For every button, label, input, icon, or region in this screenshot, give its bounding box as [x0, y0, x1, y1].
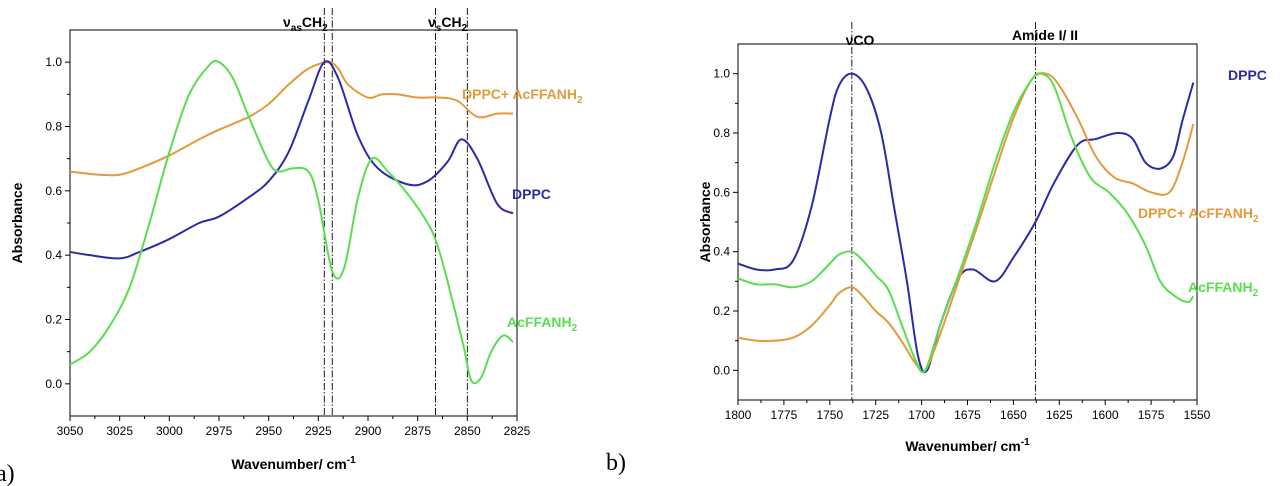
x-tick-label: 1625	[1046, 408, 1073, 422]
y-tick-label: 0.4	[45, 248, 62, 262]
panel-label-b: b)	[606, 450, 626, 476]
series-line	[737, 72, 1195, 374]
x-tick-label: 2875	[404, 424, 431, 438]
series-label: AcFFANH2	[507, 314, 578, 334]
x-tick-label: 1650	[1000, 408, 1027, 422]
series-label: AcFFANH2	[1188, 279, 1259, 299]
x-tick-label: 1550	[1184, 408, 1211, 422]
y-tick-label: 0.8	[45, 120, 62, 134]
y-axis-label: Absorbance	[697, 181, 713, 262]
y-tick-label: 0.4	[713, 245, 730, 259]
reference-label: νsCH2	[428, 14, 468, 34]
plot-frame	[69, 29, 518, 417]
chart-panel-b: 1800 1775 1750 1725 1700 1675 1650 1625 1600 1575…	[697, 22, 1267, 454]
series-line	[737, 72, 1195, 374]
x-tick-label: 2975	[206, 424, 233, 438]
x-tick-label: 1750	[816, 408, 843, 422]
x-tick-label: 2950	[255, 424, 282, 438]
y-tick-label: 1.0	[45, 55, 62, 69]
x-tick-label: 3050	[57, 424, 84, 438]
x-tick-label: 2900	[355, 424, 382, 438]
series-label: DPPC	[1228, 67, 1267, 83]
series-label: DPPC+ AcFFANH2	[462, 86, 583, 106]
series-label: DPPC	[512, 186, 551, 202]
series-line	[737, 72, 1195, 374]
x-tick-label: 1675	[954, 408, 981, 422]
y-axis-label: Absorbance	[9, 182, 25, 263]
x-axis-label: Wavenumber/ cm-1	[231, 455, 356, 472]
x-tick-label: 1725	[862, 408, 889, 422]
y-tick-label: 0.6	[713, 185, 730, 199]
x-tick-label: 1600	[1092, 408, 1119, 422]
x-tick-label: 2850	[454, 424, 481, 438]
series-line	[69, 61, 514, 177]
x-tick-label: 1700	[908, 408, 935, 422]
y-tick-label: 0.2	[713, 304, 730, 318]
panel-label-a: a)	[0, 461, 15, 486]
x-tick-label: 3025	[106, 424, 133, 438]
x-axis-label: Wavenumber/ cm-1	[905, 437, 1030, 454]
x-tick-label: 1575	[1138, 408, 1165, 422]
reference-label: Amide I/ II	[1012, 27, 1078, 43]
x-tick-label: 2925	[305, 424, 332, 438]
y-tick-label: 0.0	[713, 363, 730, 377]
y-tick-label: 0.2	[45, 313, 62, 327]
reference-label: νasCH2	[283, 14, 328, 34]
y-tick-label: 0.8	[713, 126, 730, 140]
x-tick-label: 1800	[725, 408, 752, 422]
series-line	[69, 60, 514, 260]
y-tick-label: 0.0	[45, 377, 62, 391]
series-label: DPPC+ AcFFANH2	[1138, 205, 1259, 225]
y-tick-label: 0.6	[45, 184, 62, 198]
chart-panel-a: 3050 3025 3000 2975 2950 2925 2900 2875 2850 2825…	[9, 8, 583, 472]
x-tick-label: 2825	[504, 424, 531, 438]
series-line	[69, 59, 514, 385]
reference-label: νCO	[846, 32, 875, 48]
x-tick-label: 3000	[156, 424, 183, 438]
x-tick-label: 1775	[771, 408, 798, 422]
y-tick-label: 1.0	[713, 67, 730, 81]
